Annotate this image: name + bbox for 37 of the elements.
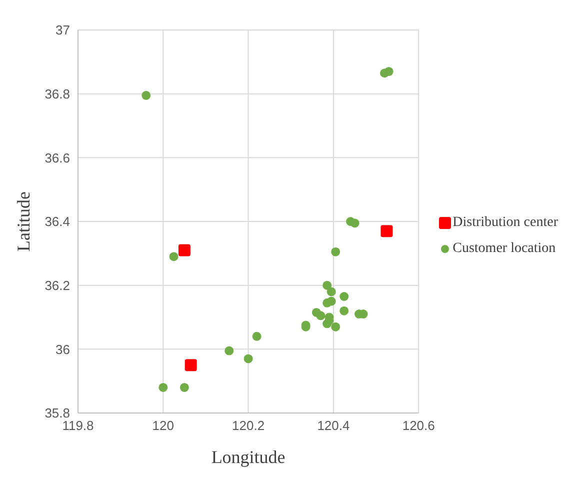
point	[180, 382, 189, 392]
point	[316, 311, 326, 320]
point	[322, 280, 332, 290]
y-tick-label: 36.6	[44, 150, 70, 166]
point	[340, 306, 349, 316]
point	[224, 346, 234, 356]
y-tick-label: 36.2	[44, 278, 70, 293]
x-tick-label: 120.6	[402, 418, 435, 434]
y-tick-label: 36.8	[44, 86, 70, 102]
x-tick-label: 120.2	[232, 418, 265, 434]
point	[331, 322, 340, 332]
point	[322, 319, 332, 328]
point	[178, 244, 190, 256]
point	[340, 292, 349, 302]
point	[326, 296, 336, 306]
y-tick-label: 35.8	[44, 406, 70, 421]
y-tick-label: 36.4	[44, 214, 70, 230]
x-tick-label: 120	[152, 418, 174, 434]
y-axis-title: Latitude	[13, 192, 34, 252]
point	[244, 354, 253, 364]
x-tick-label: 120.4	[317, 418, 350, 434]
point	[384, 66, 394, 76]
point	[142, 90, 151, 100]
legend-label: Distribution center	[452, 214, 558, 230]
legend-label: Customer location	[452, 240, 556, 256]
x-tick-label: 119.8	[62, 418, 94, 434]
point	[350, 218, 360, 228]
point	[326, 287, 336, 296]
point	[252, 332, 262, 341]
point	[158, 382, 168, 392]
point	[380, 225, 393, 238]
point	[184, 359, 197, 372]
point	[169, 252, 178, 262]
x-axis-title: Longitude	[211, 447, 286, 467]
point	[331, 247, 340, 256]
y-tick-label: 37	[56, 22, 70, 38]
y-tick-label: 36	[56, 342, 70, 357]
